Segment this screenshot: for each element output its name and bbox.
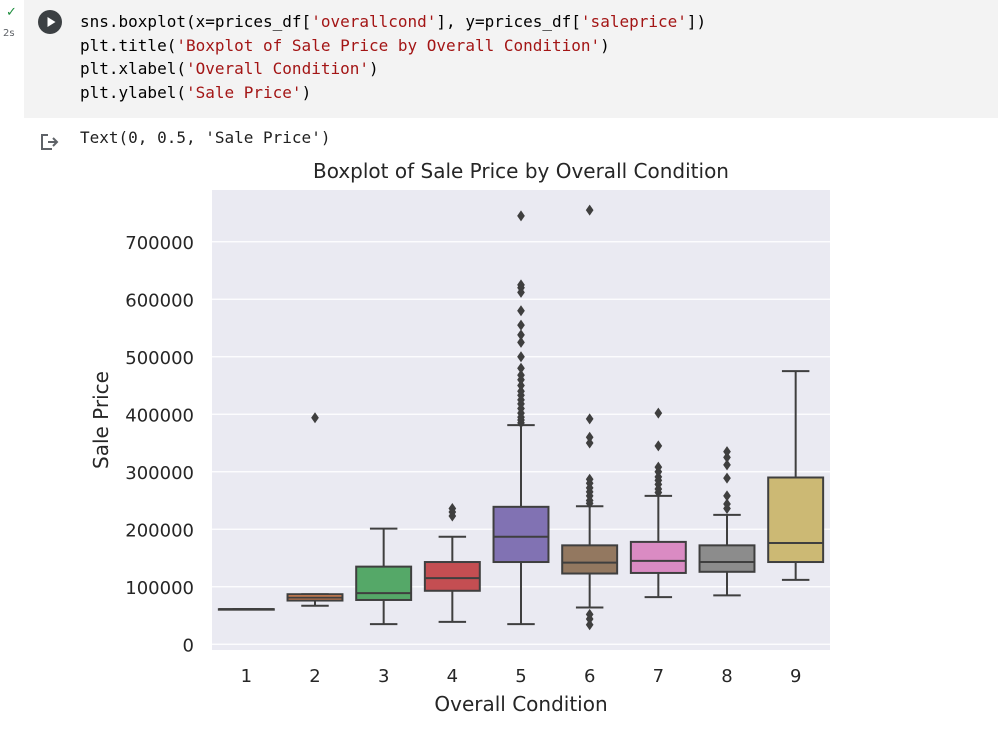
code-editor[interactable]: sns.boxplot(x=prices_df['overallcond'], …	[80, 10, 706, 104]
code-cell[interactable]	[24, 0, 998, 118]
outlier-point	[585, 473, 594, 485]
outlier-point	[654, 461, 663, 473]
code-line: plt.title('Boxplot of Sale Price by Over…	[80, 35, 610, 55]
outlier-point	[517, 351, 525, 363]
x-tick-label: 4	[447, 666, 458, 687]
x-tick-label: 1	[241, 666, 252, 687]
x-tick-label: 5	[515, 666, 526, 687]
x-tick-label: 3	[378, 666, 389, 687]
box-iqr	[767, 476, 825, 564]
y-tick-label: 500000	[125, 348, 194, 369]
outlier-point	[654, 407, 663, 419]
x-tick-label: 8	[721, 666, 732, 687]
box-6	[561, 204, 619, 631]
y-axis-label: Sale Price	[89, 371, 113, 469]
y-tick-label: 600000	[125, 290, 194, 311]
outlier-point	[723, 490, 731, 502]
outlier-point	[517, 380, 525, 391]
outlier-point	[723, 446, 731, 458]
outlier-point	[723, 472, 731, 484]
boxplot-chart: 0 100000 200000 300000 400000 500000 600000 700…	[89, 159, 830, 716]
code-line: plt.ylabel('Sale Price')	[80, 82, 312, 102]
y-tick-label: 300000	[125, 463, 194, 484]
outlier-point	[585, 413, 594, 425]
x-tick-label: 9	[790, 666, 801, 687]
output-redirect-icon[interactable]	[38, 131, 60, 153]
outlier-point	[517, 210, 525, 222]
execution-time: 2s	[3, 28, 15, 39]
box-7	[629, 407, 687, 599]
y-tick-label: 0	[183, 635, 194, 656]
outlier-point	[723, 498, 731, 510]
box-iqr	[698, 544, 756, 573]
y-tick-label: 100000	[125, 578, 194, 599]
run-cell-button[interactable]	[38, 10, 62, 34]
y-tick-label: 700000	[125, 233, 194, 254]
code-line: sns.boxplot(x=prices_df['overallcond'], …	[80, 12, 707, 31]
box-iqr	[423, 561, 481, 592]
outlier-point	[517, 329, 525, 341]
y-tick-label: 200000	[125, 520, 194, 541]
x-tick-label: 2	[309, 666, 320, 687]
x-tick-label: 6	[584, 666, 595, 687]
x-axis-label: Overall Condition	[434, 692, 607, 716]
outlier-point	[723, 451, 731, 463]
box-4	[423, 503, 481, 623]
cell-gutter: ✓ 2s	[0, 0, 24, 118]
x-tick-label: 7	[653, 666, 664, 687]
box-iqr	[561, 544, 619, 575]
code-line: plt.xlabel('Overall Condition')	[80, 59, 379, 78]
check-icon: ✓	[6, 5, 17, 20]
outlier-point	[585, 619, 594, 631]
outlier-point	[311, 412, 319, 424]
box-9	[767, 370, 825, 581]
outlier-point	[585, 431, 594, 443]
box-iqr	[492, 505, 550, 564]
outlier-point	[585, 437, 594, 449]
output-text: Text(0, 0.5, 'Sale Price')	[80, 128, 331, 147]
outlier-point	[585, 608, 594, 620]
y-tick-label: 400000	[125, 405, 194, 426]
outlier-point	[517, 279, 525, 291]
outlier-point	[517, 385, 525, 397]
outlier-point	[517, 336, 525, 348]
box-2	[286, 412, 344, 607]
box-iqr	[355, 565, 413, 601]
box-5	[492, 210, 550, 626]
box-8	[698, 446, 756, 597]
outlier-point	[654, 440, 663, 452]
box-iqr	[629, 540, 687, 574]
outlier-point	[723, 459, 731, 471]
outlier-point	[517, 305, 525, 317]
outlier-point	[585, 204, 594, 216]
outlier-point	[517, 369, 525, 381]
box-1	[217, 608, 275, 611]
play-icon	[47, 17, 56, 27]
chart-title: Boxplot of Sale Price by Overall Conditi…	[313, 159, 729, 183]
outlier-point	[448, 503, 457, 515]
box-3	[355, 527, 413, 626]
outlier-point	[517, 362, 525, 374]
outlier-point	[517, 319, 525, 331]
